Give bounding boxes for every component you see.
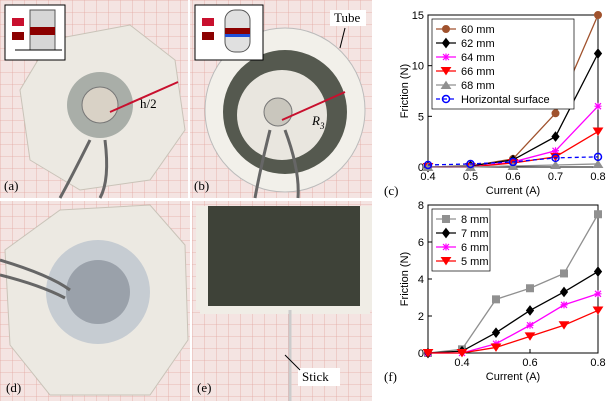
series-line [427,156,599,166]
x-tick-label: 0.6 [505,171,520,183]
marker [441,37,451,49]
y-tick-label: 5 [418,111,424,123]
y-tick-label: 10 [412,61,424,73]
panel-label: (d) [6,380,21,395]
panel-label: (f) [384,369,397,384]
marker [550,160,561,169]
legend-label: 64 mm [461,52,495,64]
legend-label: 62 mm [461,38,495,50]
photo-b: R3 Tube (b) [190,0,372,199]
y-tick-label: 0 [418,162,424,174]
marker [440,80,452,89]
legend-label: 6 mm [461,242,489,254]
marker [551,131,560,142]
photo-d: (d) [0,201,190,401]
annotation: Stick [302,369,329,384]
x-tick-label: 0.8 [590,171,605,183]
marker [551,109,560,118]
marker [558,321,570,330]
marker [594,210,602,219]
marker [423,160,433,170]
x-tick-label: 0.4 [454,357,469,369]
marker [592,159,604,168]
y-tick-label: 8 [418,200,424,212]
photo-a: h/2 (a) [0,0,188,199]
legend-label: 66 mm [461,66,495,78]
y-tick-label: 15 [412,10,424,22]
annotation: h/2 [140,96,157,111]
legend-label: 5 mm [461,256,489,268]
marker [466,159,475,169]
marker [594,102,602,110]
legend-label: 7 mm [461,228,489,240]
y-axis-label: Friction (N) [399,64,411,118]
marker [492,295,500,304]
x-axis-label: Current (A) [486,185,540,197]
marker [525,305,535,316]
series-line [427,271,599,354]
marker [593,266,603,277]
series-line [427,213,599,354]
series-line [428,309,599,354]
y-tick-label: 0 [418,348,424,360]
marker [442,243,450,251]
marker [526,284,534,293]
marker [440,257,452,266]
photo-e: Stick (e) [192,201,372,401]
marker [560,301,568,309]
marker [524,332,536,341]
radius-subscript: 3 [319,121,325,131]
panel-label: (b) [194,178,209,193]
marker [456,349,468,358]
y-tick-label: 6 [418,237,424,249]
marker [442,215,450,223]
annotation: Tube [334,10,360,25]
marker [491,327,501,338]
legend-label: 68 mm [461,80,495,92]
legend-label: 8 mm [461,214,489,226]
marker [490,343,502,352]
marker [552,147,559,155]
panel-label: (c) [384,183,398,198]
panel-label: (a) [4,178,18,193]
radius-label: R3 [311,113,325,131]
marker [441,94,451,104]
legend-box [431,18,575,110]
y-tick-label: 2 [418,311,424,323]
legend-label: 60 mm [461,24,495,36]
radius-symbol: R [311,113,320,128]
marker [594,290,602,298]
marker [526,321,534,329]
marker [440,67,452,76]
panel-label: (e) [197,380,211,395]
marker [442,53,450,61]
legend-label: Horizontal surface [461,94,550,106]
x-tick-label: 0.5 [463,171,478,183]
marker [594,11,602,19]
marker [559,286,569,298]
y-axis-label: Friction (N) [399,252,411,306]
marker [592,127,604,136]
marker [593,48,603,59]
y-tick-label: 4 [418,274,424,286]
marker [551,153,560,163]
x-axis-label: Current (A) [486,371,540,383]
marker [593,152,603,162]
marker [422,349,434,358]
x-tick-label: 0.7 [548,171,563,183]
marker [442,25,450,33]
marker [441,227,451,239]
x-tick-label: 0.8 [590,357,605,369]
x-tick-label: 0.6 [522,357,537,369]
x-tick-label: 0.4 [420,171,435,183]
marker [592,306,604,315]
marker [560,269,568,278]
marker [508,157,518,167]
